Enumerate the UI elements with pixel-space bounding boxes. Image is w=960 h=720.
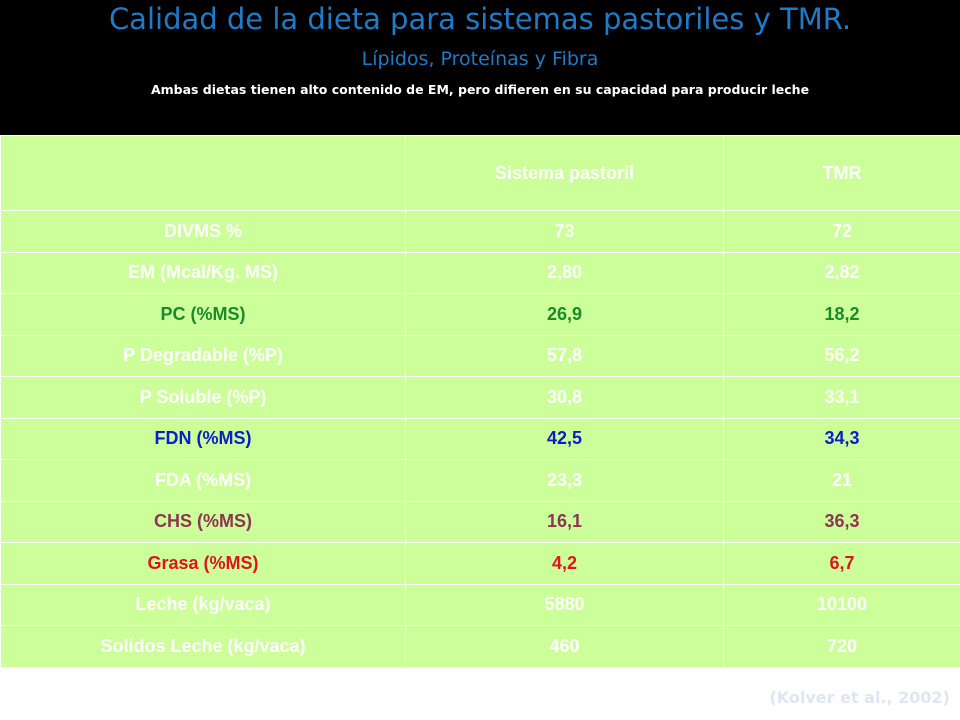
tmr-value-cell: 34,3 — [723, 417, 960, 460]
table-row: Grasa (%MS) 4,2 6,7 — [0, 542, 960, 585]
table-row: Solidos Leche (kg/vaca) 460 720 — [0, 625, 960, 668]
pastoril-value-cell: 460 — [405, 625, 724, 668]
pastoril-value-cell: 16,1 — [405, 500, 724, 543]
tmr-value-cell: 72 — [723, 210, 960, 253]
summary-note: Ambas dietas tienen alto contenido de EM… — [150, 82, 810, 97]
table-row: P Degradable (%P) 57,8 56,2 — [0, 334, 960, 377]
page-title: Calidad de la dieta para sistemas pastor… — [108, 2, 852, 36]
pastoril-value-cell: 23,3 — [405, 459, 724, 502]
row-label-cell: Leche (kg/vaca) — [0, 583, 406, 626]
header-cell-empty — [0, 135, 406, 211]
page-subtitle: Lípidos, Proteínas y Fibra — [361, 48, 599, 70]
row-label-cell: FDA (%MS) — [0, 459, 406, 502]
table-row: P Soluble (%P) 30,8 33,1 — [0, 376, 960, 419]
row-label-cell: DIVMS % — [0, 210, 406, 253]
row-label-cell: Solidos Leche (kg/vaca) — [0, 625, 406, 668]
table-row: CHS (%MS) 16,1 36,3 — [0, 500, 960, 543]
table-row: DIVMS % 73 72 — [0, 210, 960, 253]
pastoril-value-cell: 2,80 — [405, 251, 724, 294]
table-row: PC (%MS) 26,9 18,2 — [0, 293, 960, 336]
table-header-row: Sistema pastoril TMR — [0, 135, 960, 211]
pastoril-value-cell: 42,5 — [405, 417, 724, 460]
tmr-value-cell: 2,82 — [723, 251, 960, 294]
tmr-value-cell: 56,2 — [723, 334, 960, 377]
row-label-cell: CHS (%MS) — [0, 500, 406, 543]
table-row: Leche (kg/vaca) 5880 10100 — [0, 583, 960, 626]
row-label-cell: P Soluble (%P) — [0, 376, 406, 419]
table-row: EM (Mcal/Kg. MS) 2,80 2,82 — [0, 251, 960, 294]
pastoril-value-cell: 57,8 — [405, 334, 724, 377]
tmr-value-cell: 36,3 — [723, 500, 960, 543]
row-label-cell: FDN (%MS) — [0, 417, 406, 460]
pastoril-value-cell: 4,2 — [405, 542, 724, 585]
row-label-cell: P Degradable (%P) — [0, 334, 406, 377]
header-banner: Calidad de la dieta para sistemas pastor… — [0, 0, 960, 135]
table-row: FDN (%MS) 42,5 34,3 — [0, 417, 960, 460]
comparison-table: Sistema pastoril TMR DIVMS % 73 72 EM (Mcal… — [0, 135, 960, 668]
header-cell-pastoril: Sistema pastoril — [405, 135, 724, 211]
pastoril-value-cell: 73 — [405, 210, 724, 253]
tmr-value-cell: 10100 — [723, 583, 960, 626]
tmr-value-cell: 720 — [723, 625, 960, 668]
tmr-value-cell: 33,1 — [723, 376, 960, 419]
pastoril-value-cell: 30,8 — [405, 376, 724, 419]
citation: (Kolver et al., 2002) — [769, 688, 950, 707]
row-label-cell: PC (%MS) — [0, 293, 406, 336]
row-label-cell: EM (Mcal/Kg. MS) — [0, 251, 406, 294]
row-label-cell: Grasa (%MS) — [0, 542, 406, 585]
header-cell-tmr: TMR — [723, 135, 960, 211]
pastoril-value-cell: 5880 — [405, 583, 724, 626]
tmr-value-cell: 6,7 — [723, 542, 960, 585]
table-row: FDA (%MS) 23,3 21 — [0, 459, 960, 502]
pastoril-value-cell: 26,9 — [405, 293, 724, 336]
tmr-value-cell: 21 — [723, 459, 960, 502]
tmr-value-cell: 18,2 — [723, 293, 960, 336]
